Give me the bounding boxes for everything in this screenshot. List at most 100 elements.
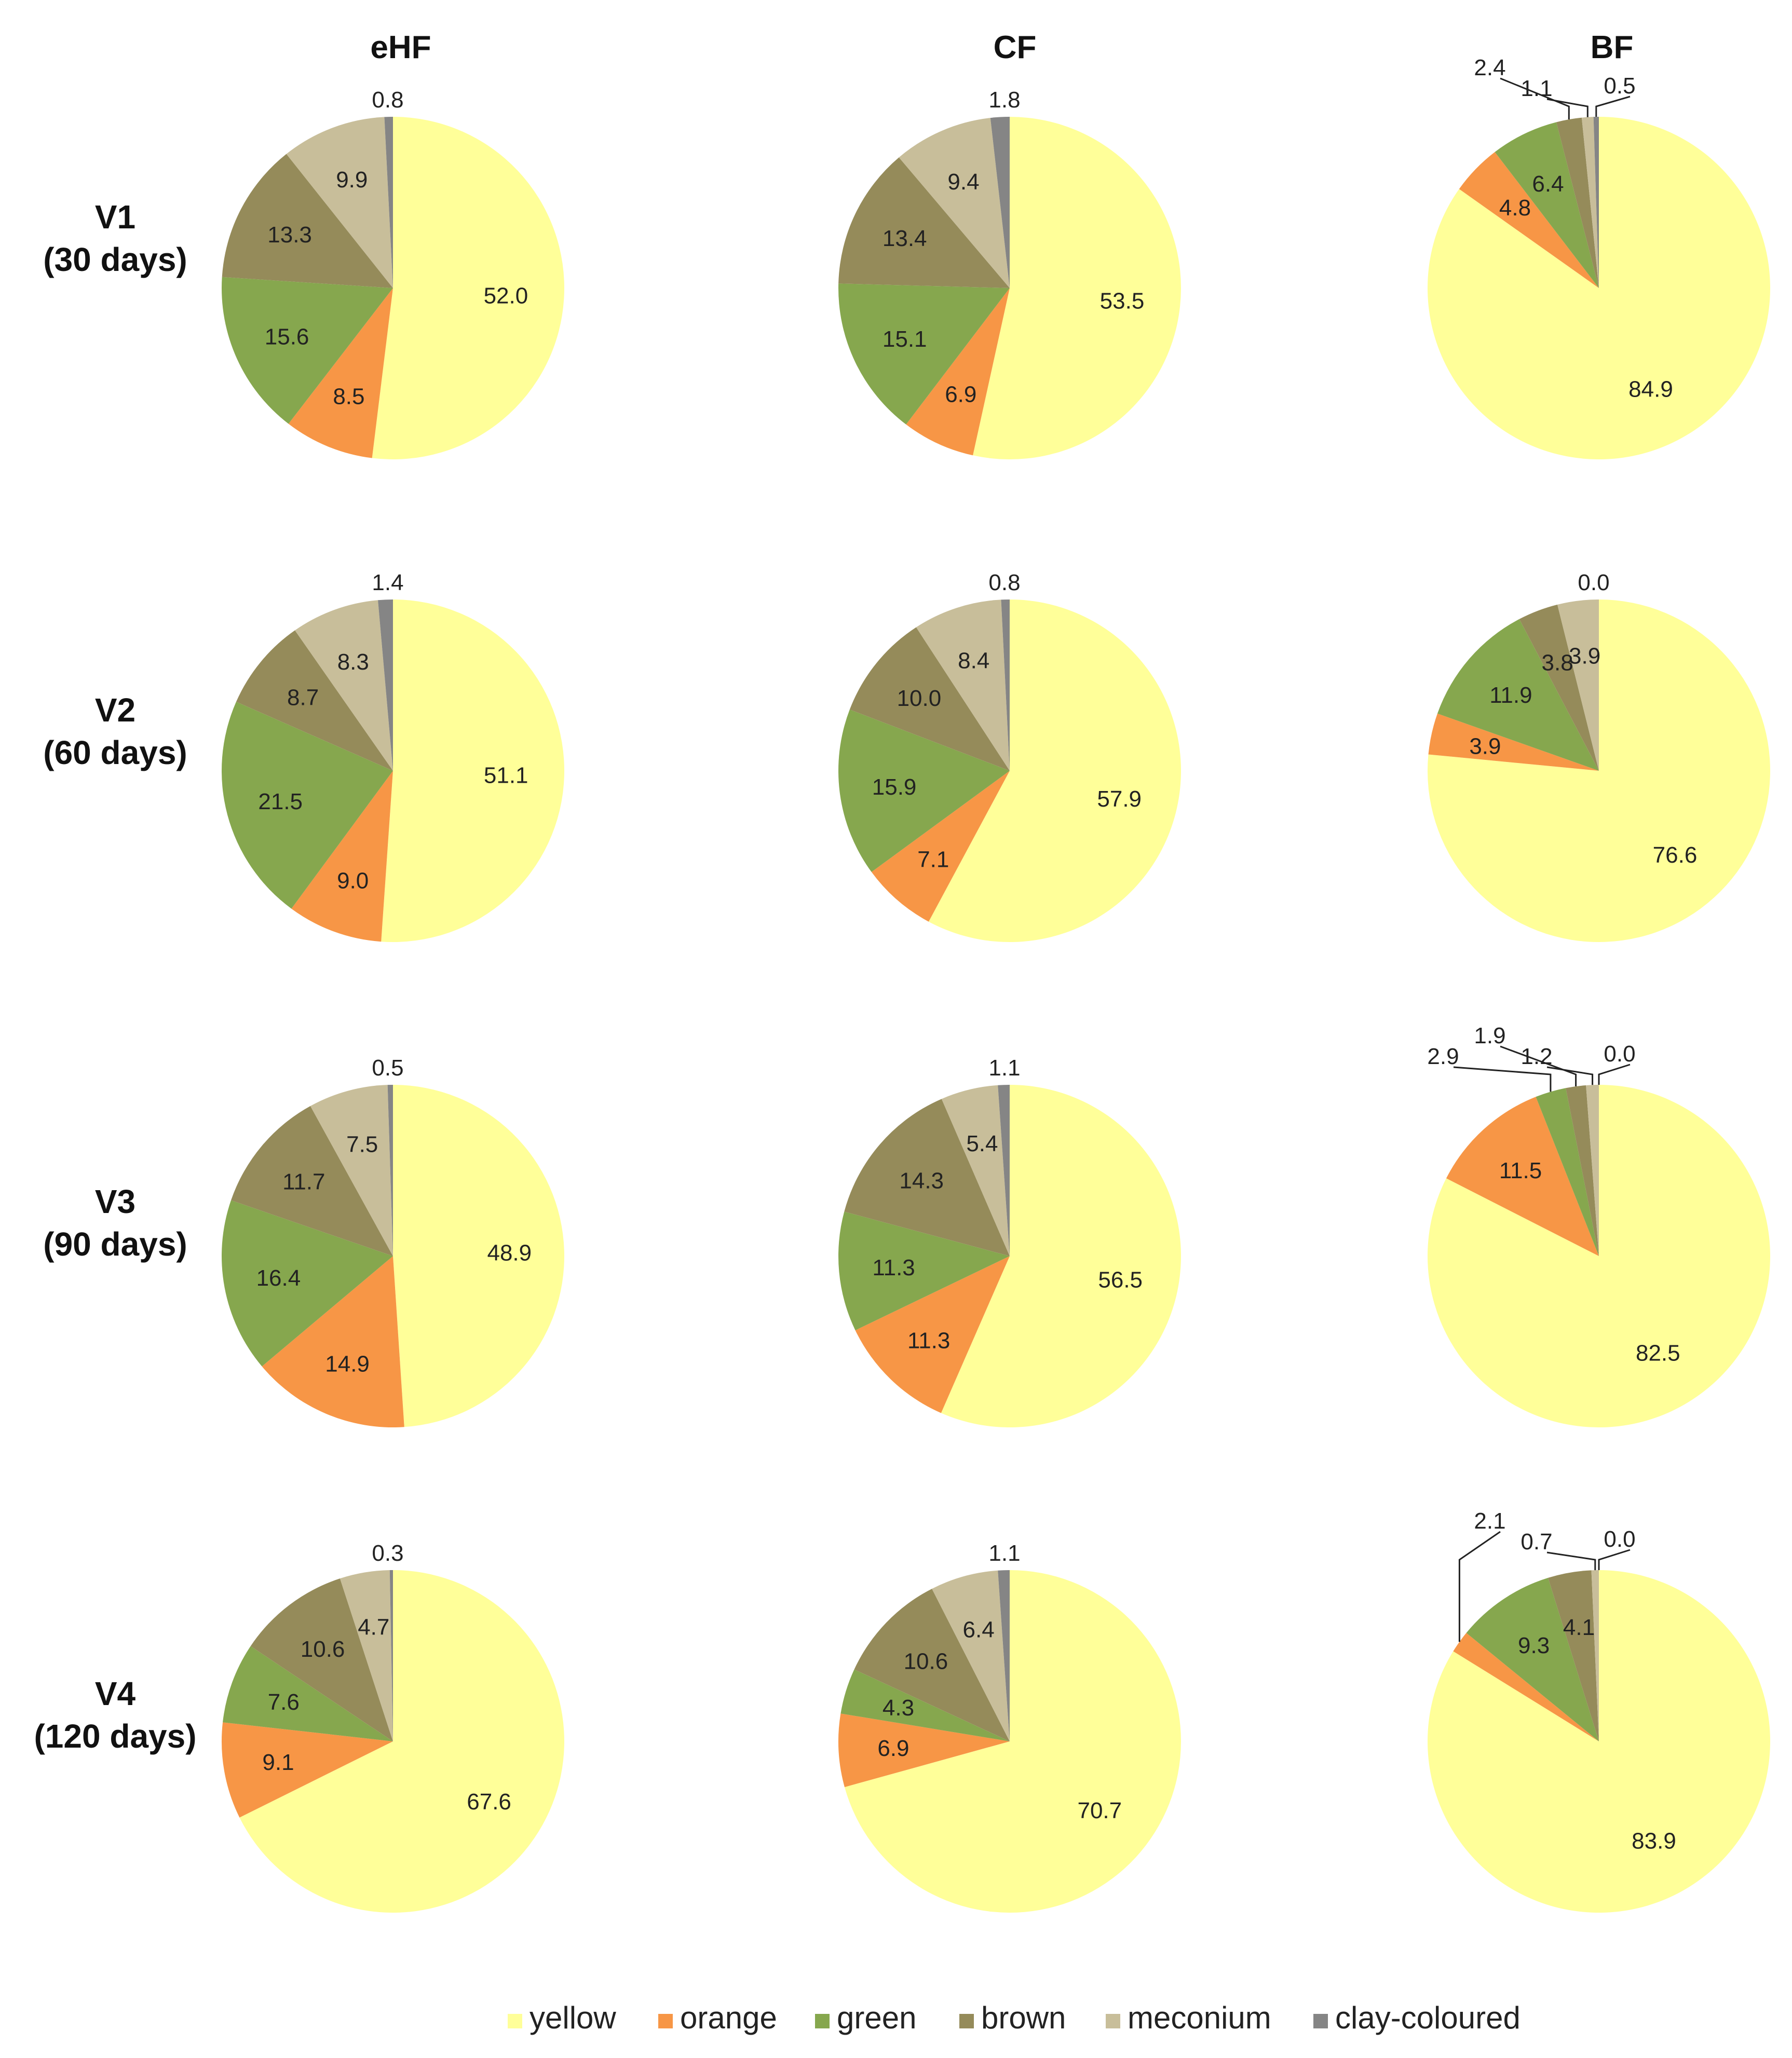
slice-clay-coloured	[378, 599, 393, 771]
slice-yellow	[844, 1570, 1181, 1913]
data-label-clay-coloured: 0.0	[1604, 1527, 1635, 1552]
slice-orange	[855, 1256, 1010, 1413]
slice-orange	[288, 288, 393, 458]
slice-yellow	[1427, 117, 1770, 459]
data-label-orange: 9.1	[262, 1750, 294, 1775]
data-label-clay-coloured: 0.3	[372, 1541, 403, 1566]
data-label-orange: 6.9	[877, 1736, 909, 1761]
slice-clay-coloured	[998, 1570, 1010, 1741]
data-label-yellow: 84.9	[1628, 377, 1673, 402]
column-header-cf: CF	[994, 30, 1037, 65]
slice-meconium	[899, 118, 1010, 288]
slice-meconium	[932, 1570, 1010, 1741]
slice-clay-coloured	[1593, 117, 1599, 288]
data-label-brown: 10.0	[897, 686, 942, 711]
legend-swatch-green	[815, 2014, 830, 2028]
slice-brown	[1548, 1570, 1599, 1741]
data-label-clay-coloured: 1.4	[372, 570, 403, 595]
data-label-brown: 13.4	[883, 226, 927, 251]
data-label-brown: 11.7	[282, 1169, 325, 1195]
pie-cf-v4: 70.7 6.9 4.3 10.6 6.4 1.1	[838, 1541, 1181, 1913]
data-label-orange: 11.5	[1499, 1158, 1542, 1183]
legend-label-green: green	[837, 2000, 916, 2035]
row-headers: V1 (30 days) V2 (60 days) V3 (90 days) V…	[34, 198, 196, 1755]
leader-line-meconium	[1546, 1066, 1594, 1085]
slice-green	[222, 702, 393, 909]
data-label-brown: 13.3	[267, 222, 312, 248]
data-label-yellow: 56.5	[1098, 1267, 1143, 1293]
data-label-yellow: 51.1	[484, 763, 528, 788]
legend-label-orange: orange	[680, 2000, 777, 2035]
leader-line-meconium	[1546, 98, 1589, 117]
row-header-v4: V4	[95, 1675, 136, 1712]
data-label-meconium: 7.5	[346, 1132, 378, 1157]
slice-green	[1536, 1088, 1599, 1256]
data-label-green: 15.9	[872, 774, 917, 800]
slice-brown	[250, 1578, 393, 1741]
data-label-yellow: 67.6	[467, 1789, 511, 1815]
slice-yellow	[1427, 599, 1770, 942]
data-label-green: 11.3	[872, 1255, 915, 1280]
pie-bf-v1: 84.9 4.86.4 2.4 1.1 0.5	[1427, 55, 1770, 459]
column-headers: eHF CF BF	[370, 30, 1633, 65]
data-label-brown: 4.1	[1563, 1615, 1595, 1640]
data-label-orange: 14.9	[325, 1352, 370, 1377]
row-header-v2: V2	[95, 691, 135, 729]
slice-yellow	[381, 599, 565, 943]
data-label-yellow: 83.9	[1632, 1828, 1676, 1853]
slice-green	[838, 283, 1010, 425]
slice-clay-coloured	[990, 117, 1010, 288]
data-label-brown: 1.9	[1474, 1023, 1505, 1048]
slice-orange	[262, 1256, 404, 1427]
data-label-orange: 6.9	[945, 382, 976, 407]
data-label-meconium: 8.3	[337, 649, 369, 675]
slice-orange	[1459, 152, 1599, 288]
data-label-meconium: 1.1	[1521, 76, 1552, 101]
legend: yellow orange green brown meconium clay-…	[508, 2000, 1521, 2035]
pie-bf-v2: 76.63.911.93.83.90.0	[1427, 570, 1770, 942]
data-label-green: 21.5	[258, 789, 303, 814]
slice-brown	[222, 154, 393, 288]
slice-meconium	[1557, 599, 1599, 771]
leader-line-clay-coloured	[1595, 96, 1631, 117]
slice-meconium	[1591, 1570, 1599, 1741]
leader-line-brown	[1500, 1045, 1577, 1086]
slice-orange	[906, 288, 1010, 456]
data-label-clay-coloured: 0.5	[372, 1055, 403, 1081]
slice-orange	[1428, 713, 1599, 771]
data-label-clay-coloured: 1.1	[988, 1055, 1020, 1081]
slice-meconium	[310, 1085, 393, 1256]
slice-orange	[1446, 1097, 1599, 1256]
legend-label-meconium: meconium	[1128, 2000, 1271, 2035]
slice-green	[1437, 619, 1599, 771]
data-label-orange: 3.9	[1469, 733, 1501, 759]
data-label-clay-coloured: 0.8	[988, 570, 1020, 595]
slice-meconium	[295, 600, 393, 771]
slice-yellow	[1428, 1570, 1771, 1913]
legend-label-brown: brown	[981, 2000, 1066, 2035]
data-label-clay-coloured: 1.8	[988, 87, 1020, 113]
row-header-v3: V3	[95, 1183, 135, 1220]
data-label-yellow: 57.9	[1097, 786, 1142, 812]
slice-orange	[221, 1722, 393, 1818]
data-label-green: 2.9	[1427, 1044, 1459, 1069]
row-header-v1: V1	[95, 198, 135, 236]
legend-label-yellow: yellow	[530, 2000, 616, 2035]
slice-orange	[871, 771, 1010, 922]
data-label-orange: 9.0	[337, 868, 369, 894]
pie-ehf-v3: 48.9 14.9 16.4 11.7 7.5 0.5	[222, 1055, 564, 1427]
legend-label-clay-coloured: clay-coloured	[1335, 2000, 1521, 2035]
data-label-meconium: 0.7	[1521, 1529, 1552, 1555]
data-label-brown: 14.3	[899, 1168, 944, 1193]
leader-line-orange	[1458, 1531, 1501, 1642]
slice-yellow	[928, 599, 1182, 942]
pie-cf-v1: 53.5 6.9 15.1 13.4 9.4 1.8	[838, 87, 1182, 460]
slice-yellow	[393, 1085, 564, 1427]
pie-ehf-v1: 52.0 8.5 15.6 13.3 9.9 0.8	[221, 87, 565, 460]
data-label-meconium: 9.9	[336, 167, 368, 193]
slice-meconium	[1586, 1085, 1599, 1256]
slice-brown	[849, 627, 1010, 771]
legend-swatch-clay-coloured	[1313, 2014, 1328, 2028]
data-label-yellow: 48.9	[487, 1241, 532, 1266]
